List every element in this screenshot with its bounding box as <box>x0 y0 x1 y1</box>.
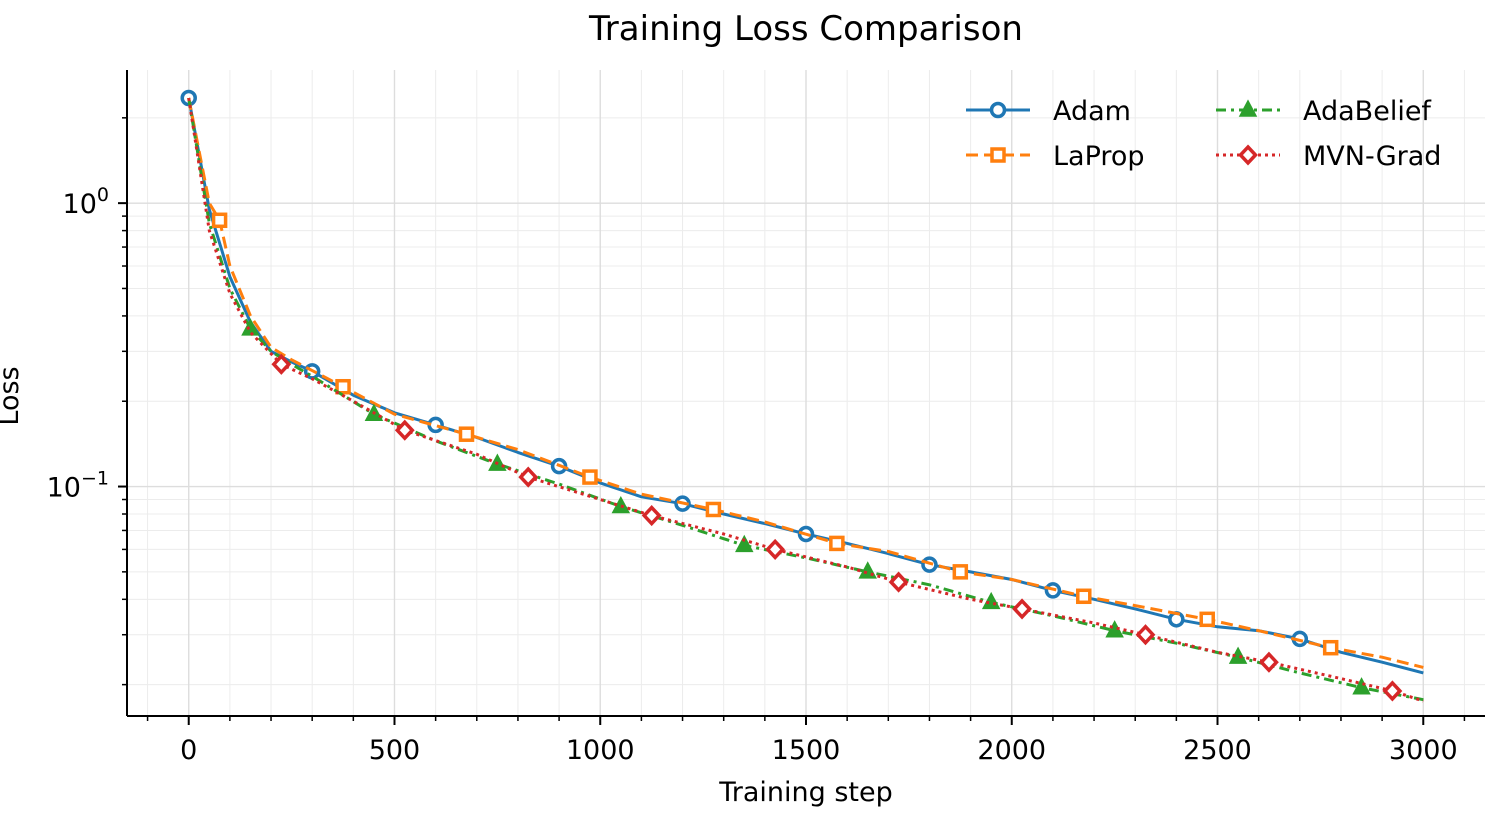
x-tick-label: 1000 <box>566 735 635 766</box>
legend-marker-laprop <box>990 147 1006 163</box>
series-line-adam <box>187 97 1424 675</box>
series-line-laprop <box>187 97 1424 669</box>
x-tick-label: 500 <box>369 735 421 766</box>
x-tick-label: 0 <box>180 735 197 766</box>
data-point-laprop <box>829 535 845 552</box>
data-point-mvn-grad <box>641 504 662 527</box>
data-point-laprop <box>952 564 969 580</box>
legend-label-adam: Adam <box>1053 96 1131 127</box>
data-point-laprop <box>211 212 228 229</box>
chart-title: Training Loss Comparison <box>588 9 1023 49</box>
data-point-adabelief <box>735 534 754 553</box>
legend-item-mvn-grad: MVN-Grad <box>1216 141 1441 172</box>
y-tick-label: 10−1 <box>47 468 109 504</box>
x-tick-label: 3000 <box>1389 735 1458 766</box>
data-point-mvn-grad <box>888 571 909 593</box>
data-point-mvn-grad <box>1259 651 1279 673</box>
x-tick-label: 1500 <box>772 735 841 766</box>
data-point-mvn-grad <box>1382 680 1403 702</box>
data-point-mvn-grad <box>1012 598 1032 620</box>
legend: Adam LaProp AdaBelief MVN-Grad <box>966 96 1441 172</box>
y-axis-label: Loss <box>0 366 25 425</box>
data-point-laprop <box>582 469 598 485</box>
legend-label-laprop: LaProp <box>1053 141 1145 172</box>
legend-marker-adam <box>989 101 1007 119</box>
data-point-mvn-grad <box>518 466 539 488</box>
data-point-laprop <box>705 501 722 518</box>
data-point-mvn-grad <box>1135 624 1156 646</box>
legend-marker-mvn-grad <box>1238 144 1258 166</box>
data-point-laprop <box>335 378 351 395</box>
series-laprop <box>187 97 1424 669</box>
series-mvn-grad <box>187 97 1424 703</box>
x-tick-label: 2500 <box>1183 735 1252 766</box>
data-point-adam <box>427 416 444 434</box>
data-point-adabelief <box>1352 677 1371 695</box>
y-tick-label: 100 <box>63 184 109 220</box>
data-point-laprop <box>458 426 475 442</box>
data-point-laprop <box>1199 611 1215 628</box>
data-point-laprop <box>1076 588 1092 605</box>
data-point-mvn-grad <box>271 353 292 375</box>
legend-label-mvn-grad: MVN-Grad <box>1303 141 1441 172</box>
legend-marker-adabelief <box>1238 99 1258 117</box>
series-line-adabelief <box>187 97 1424 702</box>
tick-layer: 0 500 1000 1500 2000 2500 3000 100 10−1 <box>47 117 1466 766</box>
x-tick-label: 2000 <box>977 735 1046 766</box>
legend-item-laprop: LaProp <box>966 141 1145 172</box>
legend-item-adabelief: AdaBelief <box>1216 96 1432 127</box>
data-point-mvn-grad <box>394 419 415 441</box>
grid-layer <box>127 70 1485 716</box>
data-point-laprop <box>1322 639 1339 656</box>
series-layer <box>180 89 1424 703</box>
data-point-mvn-grad <box>765 538 786 560</box>
legend-item-adam: Adam <box>966 96 1131 127</box>
legend-label-adabelief: AdaBelief <box>1303 96 1432 127</box>
x-axis-label: Training step <box>718 777 893 808</box>
